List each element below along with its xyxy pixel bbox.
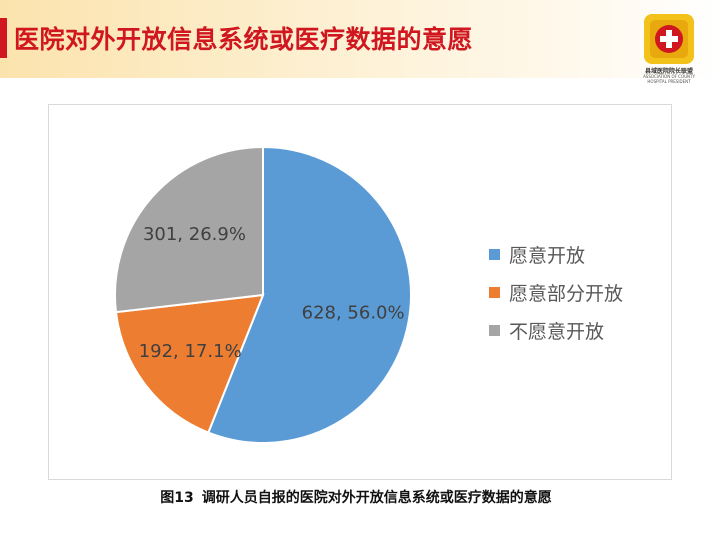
pie-slice (114, 145, 264, 314)
legend-label: 不愿意开放 (509, 321, 604, 343)
pie-chart: 628, 56.0% 192, 17.1% 301, 26.9% 愿意开放愿意部分开… (114, 145, 623, 444)
pie-slice (114, 293, 265, 434)
logo-name-cn: 县域医院院长联盟 (644, 68, 693, 75)
logo-emblem-icon (644, 14, 694, 64)
legend-label: 愿意开放 (509, 245, 585, 267)
legend-swatch (489, 287, 500, 298)
pie-slice (207, 145, 412, 444)
slice-data-label: 628, 56.0% (302, 302, 405, 323)
figure-caption-text: 调研人员自报的医院对外开放信息系统或医疗数据的意愿 (201, 490, 552, 506)
legend-swatch (489, 325, 500, 336)
legend-swatch (489, 249, 500, 260)
pie-data-labels: 628, 56.0% 192, 17.1% 301, 26.9% (139, 224, 405, 362)
association-logo: 县域医院院长联盟 ASSOCIATION OF COUNTY HOSPITAL … (636, 12, 702, 96)
slice-data-label: 301, 26.9% (143, 224, 246, 245)
page-title: 医院对外开放信息系统或医疗数据的意愿 (14, 25, 474, 54)
chart-frame: 628, 56.0% 192, 17.1% 301, 26.9% 愿意开放愿意部分开… (48, 104, 672, 480)
figure-number: 图13 (160, 490, 194, 506)
slice-data-label: 192, 17.1% (139, 341, 242, 362)
header-band: 医院对外开放信息系统或医疗数据的意愿 (0, 0, 720, 78)
legend-label: 愿意部分开放 (509, 283, 623, 305)
figure-caption: 图13 调研人员自报的医院对外开放信息系统或医疗数据的意愿 (0, 487, 720, 507)
logo-name-en: ASSOCIATION OF COUNTY HOSPITAL PRESIDENT (643, 74, 695, 84)
pie-slices (114, 145, 412, 444)
header-accent-bar (0, 18, 7, 58)
